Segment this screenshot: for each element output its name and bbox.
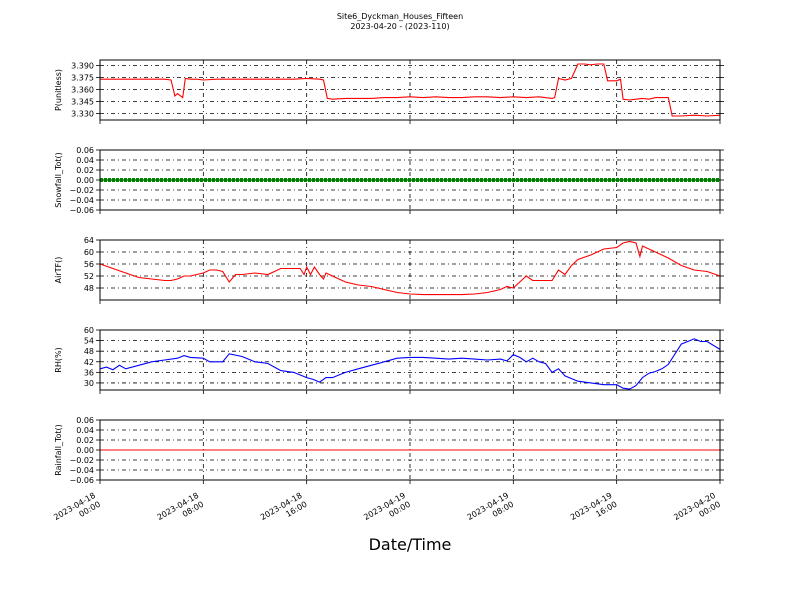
series-line (99, 240, 721, 296)
axes-frame (99, 239, 721, 301)
y-tick-label: 0.00 (76, 176, 94, 185)
subplot-2: 0.060.040.020.00−0.02−0.04−0.06 Snowfall_… (54, 146, 724, 215)
chart-title-line2: 2023-04-20 - (2023-110) (350, 22, 449, 31)
y-tick-label: 0.04 (76, 156, 94, 165)
subplots: 3.390 3.375 3.360 3.345 3.330 P(unitless) 0.06… (54, 59, 724, 485)
y-tick-label: 60 (84, 248, 94, 257)
axes-frame (99, 329, 721, 391)
y-tick-label: 0.02 (76, 436, 94, 445)
y-tick-label: 56 (84, 260, 94, 269)
subplot-3: 64 60 56 52 48 AirTF() (54, 236, 724, 304)
y-tick-label: 64 (84, 236, 94, 245)
y-tick-label: −0.06 (69, 476, 94, 485)
y-tick-label: 0.04 (76, 426, 94, 435)
x-axis-label: Date/Time (369, 535, 452, 554)
y-tick-label: 0.00 (76, 446, 94, 455)
y-tick-label: 0.02 (76, 166, 94, 175)
y-tick-label: −0.04 (69, 466, 94, 475)
y-tick-label: 0.06 (76, 416, 94, 425)
y-tick-label: −0.02 (69, 456, 94, 465)
series-line (100, 63, 721, 117)
axes-frame (99, 149, 721, 211)
y-tick-label: 3.345 (71, 98, 94, 107)
y-tick-label: 0.06 (76, 146, 94, 155)
y-tick-label: 60 (84, 326, 94, 335)
chart-title-line1: Site6_Dyckman_Houses_Fifteen (337, 12, 463, 21)
axes-frame (99, 419, 721, 481)
y-tick-label: −0.02 (69, 186, 94, 195)
subplot-5: 0.060.040.020.00−0.02−0.04−0.06 Rainfall_… (54, 416, 724, 485)
y-tick-label: 3.360 (71, 86, 94, 95)
y-axis-label: RH(%) (54, 347, 63, 372)
y-tick-label: 52 (84, 272, 94, 281)
y-axis-label: P(unitless) (54, 69, 63, 111)
y-tick-label: −0.04 (69, 196, 94, 205)
series-line (99, 338, 721, 390)
y-tick-label: 48 (84, 347, 94, 356)
axes-frame (99, 59, 721, 121)
y-tick-label: 48 (84, 284, 94, 293)
y-tick-label: 54 (84, 337, 94, 346)
y-tick-label: 3.390 (71, 62, 94, 71)
y-tick-label: 42 (84, 358, 94, 367)
y-axis-label: Rainfall_Tot() (54, 424, 63, 476)
y-tick-label: 30 (84, 379, 94, 388)
y-axis-label: AirTF() (54, 257, 63, 284)
y-tick-label: 3.375 (71, 74, 94, 83)
y-tick-label: −0.06 (69, 206, 94, 215)
y-tick-label: 3.330 (71, 110, 94, 119)
y-axis-label: Snowfall_Tot() (54, 152, 63, 208)
y-tick-label: 36 (84, 368, 94, 377)
subplot-1: 3.390 3.375 3.360 3.345 3.330 P(unitless) (54, 59, 724, 124)
